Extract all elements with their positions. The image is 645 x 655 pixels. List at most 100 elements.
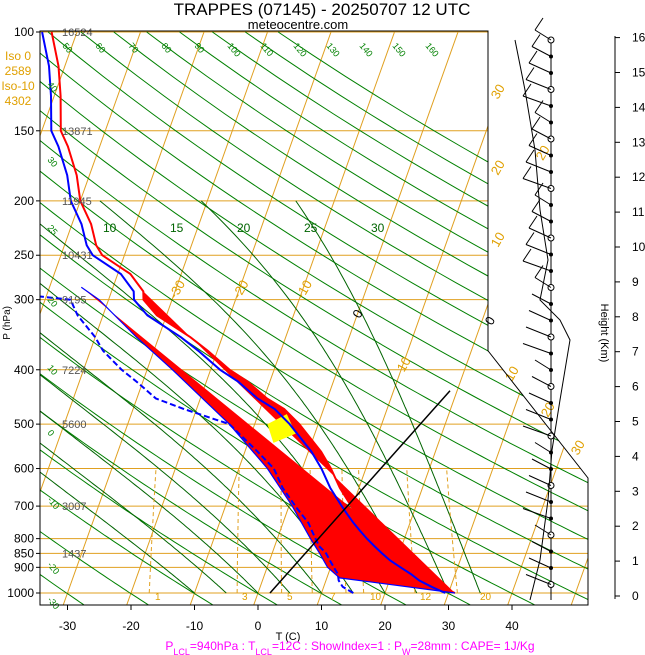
wind-barb [525,326,552,338]
y-axis-label: P (hPa) [2,306,13,340]
wind-barb [534,442,552,453]
height-tick-label: 16 [632,31,645,45]
height-tick-label: 12 [632,170,645,184]
moist-adiabat [40,200,259,594]
moist-adiabat-label: 10 [103,221,117,235]
dry-adiabat [113,31,588,605]
geopotential-height-label: 11945 [62,196,92,208]
dry-adiabat-label: 80 [159,41,173,55]
moist-adiabat [40,200,322,594]
isotherm-line [189,31,400,605]
geopotential-height-label: 16524 [62,27,93,39]
moist-adiabat [40,200,227,594]
cin-area [81,287,455,593]
freezing-level-text: 2589 [5,64,32,78]
wind-barb [534,359,552,371]
geopotential-height-label: 9195 [62,295,86,307]
mixing-ratio-label: 12 [420,592,432,603]
freezing-level-text: 4302 [5,94,32,108]
wind-barb-flag [525,149,535,163]
isotherm-line [62,31,273,605]
dry-adiabat-label: 10 [45,363,59,377]
height-tick-label: 14 [632,100,645,114]
plot-frame [39,30,589,606]
mixing-ratio-label: 20 [480,592,492,603]
wind-barb-flag [528,50,538,64]
wind-barb [522,425,552,437]
height-tick-label: 11 [632,205,645,219]
wind-barb [531,293,552,305]
x-tick-label: 20 [378,619,392,633]
dry-adiabat [40,31,588,605]
wind-barb [522,508,552,519]
wind-barb [534,194,552,206]
dry-adiabat-label: 90 [192,41,206,55]
wind-barb [528,557,552,569]
wind-profile-line [514,39,571,601]
wind-barb-flag [534,265,544,278]
dry-adiabat [40,31,588,605]
wind-barb [531,458,552,470]
freezing-level-text: Iso-10 [1,79,35,93]
pressure-tick-label: 800 [14,532,34,546]
height-tick-label: 0 [632,589,639,603]
geopotential-height-label: 3007 [62,501,86,513]
moist-adiabat-label: 20 [237,221,251,235]
x-axis-label: T (C) [276,631,301,643]
dry-adiabat [80,31,588,605]
hodograph-ring-label: 10 [488,229,508,249]
dry-adiabat-label: 0 [45,428,56,438]
mixing-ratio-line [446,468,458,594]
wind-barb-flag [522,83,532,97]
wind-barb-flag [534,182,544,196]
isotherm-line [40,31,209,605]
wind-barb [531,128,552,140]
dry-adiabat [40,31,588,605]
wind-barb [534,29,552,41]
moist-adiabat [40,200,291,594]
height-tick-label: 4 [632,449,639,463]
wind-barb-flag [522,166,532,179]
height-tick-label: 13 [632,135,645,149]
height-tick-label: 8 [632,310,639,324]
dry-adiabat-label: 40 [45,80,59,94]
moist-adiabat-label: 30 [371,221,385,235]
mixing-ratio-label: 1 [155,592,161,603]
dry-adiabat [40,31,342,605]
moist-adiabat-label: 15 [170,221,184,235]
wind-barb-flag [534,17,544,31]
x-tick-label: -30 [59,619,77,633]
hodograph-ring-label: 30 [488,81,508,101]
wind-barb [528,475,552,486]
plot-background [40,31,588,605]
x-tick-label: 40 [505,619,519,633]
pressure-tick-label: 900 [14,560,34,574]
x-tick-label: -10 [186,619,204,633]
wind-barb [528,310,552,321]
moist-adiabat [200,200,449,594]
mixing-ratio-label: 7 [330,592,336,603]
dry-adiabat [40,31,214,605]
dewpoint-line [40,31,354,594]
mixing-ratio-line [148,468,157,594]
height-tick-label: 5 [632,415,639,429]
wind-barb [522,95,552,107]
hodograph-diagonal [269,390,451,594]
pressure-tick-label: 300 [14,293,34,307]
hodograph-ring-label: 20 [538,399,558,419]
dry-adiabat [47,31,588,605]
wind-barb [525,161,552,173]
wind-barb [531,46,552,57]
wind-barb [522,343,552,354]
height-tick-label: 2 [632,519,639,533]
hodograph-ring-label: 30 [568,437,588,457]
dry-adiabat [40,31,588,605]
moist-adiabat-label: 25 [304,221,318,235]
wind-barb-flag [531,34,541,47]
wind-barb-flag [522,248,532,262]
wind-barb-flag [525,232,535,245]
wind-profile [514,17,571,601]
moist-adiabat [40,200,195,594]
pressure-tick-label: 250 [14,248,34,262]
